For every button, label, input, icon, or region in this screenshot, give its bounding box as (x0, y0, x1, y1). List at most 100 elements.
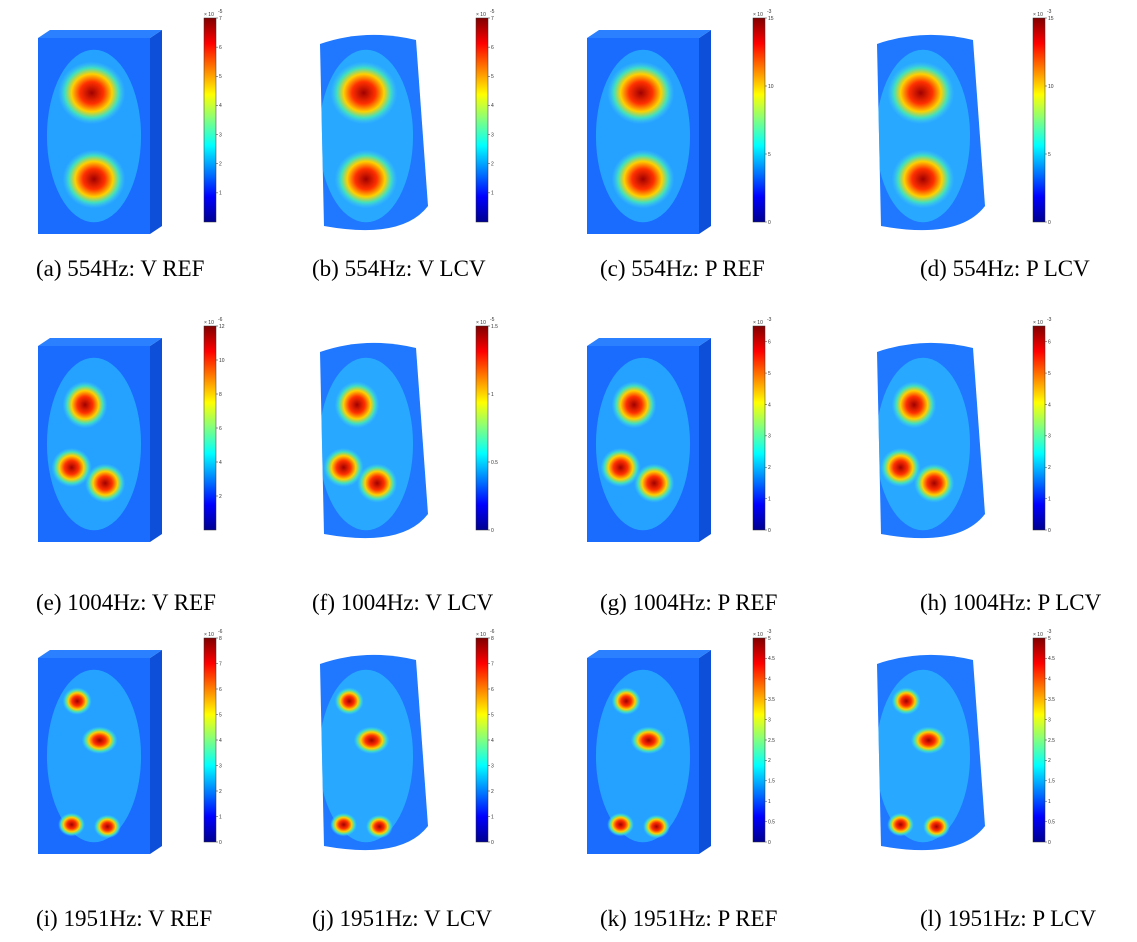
box-side-face (150, 338, 162, 542)
colorbar-tick-label: 1.5 (1048, 779, 1055, 785)
colorbar-tick-label: 6 (219, 426, 222, 432)
colorbar (752, 637, 766, 843)
colorbar-tick-label: 7 (219, 661, 222, 667)
subfigure-caption: (d) 554Hz: P LCV (920, 256, 1090, 281)
box-top-face (587, 650, 711, 658)
colorbar-tick-label: 5 (491, 712, 494, 718)
colorbar-tick-label: 1.5 (768, 779, 775, 785)
box-top-face (38, 650, 162, 658)
colorbar-tick-label: 8 (219, 392, 222, 398)
colorbar-tick-label: 4 (768, 402, 771, 408)
colorbar-tick-label: 2.5 (768, 738, 775, 744)
hotspot (887, 812, 915, 837)
field-plot-i: × 10 -6 0 1 2 3 4 5 6 7 8 (38, 629, 223, 854)
hotspot (94, 814, 121, 839)
field-plot-e: × 10 -6 2 4 6 8 10 12 (38, 317, 225, 542)
colorbar-tick-label: 2 (1048, 758, 1051, 764)
colorbar-tick-label: 5 (768, 371, 771, 377)
field-plot-a: × 10 -5 1 2 3 4 5 6 7 (38, 9, 223, 234)
hotspot (607, 812, 635, 837)
colorbar-tick-label: 2 (491, 162, 494, 168)
colorbar-tick-label: 1 (219, 814, 222, 820)
colorbar (1032, 325, 1046, 531)
colorbar-scale-exponent: -3 (1047, 317, 1052, 323)
field-plot-b: × 10 -5 1 2 3 4 5 6 7 (320, 9, 495, 231)
colorbar-tick-label: 2.5 (1048, 738, 1055, 744)
subfigure-h: × 10 -3 0 1 2 3 4 5 6 (857, 317, 1097, 548)
colorbar-tick-label: 7 (491, 661, 494, 667)
hotspot (611, 687, 641, 715)
box-top-face (587, 338, 711, 346)
subfigure-caption: (g) 1004Hz: P REF (600, 590, 778, 615)
colorbar-tick-label: 7 (491, 16, 494, 22)
hotspot (62, 149, 126, 209)
colorbar-tick-label: 5 (491, 74, 494, 80)
box-side-face (699, 338, 711, 542)
colorbar (475, 637, 489, 843)
colorbar-tick-label: 4 (1048, 677, 1051, 683)
hotspot (323, 447, 364, 488)
hotspot (366, 814, 393, 839)
colorbar (203, 17, 217, 223)
subfigure-k: × 10 -3 0 0.5 1 1.5 2 2.5 3 3.5 4 4.5 5 (577, 629, 817, 860)
subfigure-e: × 10 -6 2 4 6 8 10 12 (28, 317, 268, 548)
colorbar-tick-label: 3.5 (1048, 697, 1055, 703)
colorbar-tick-label: 1 (219, 191, 222, 197)
field-plot-j: × 10 -6 0 1 2 3 4 5 6 7 8 (320, 629, 495, 851)
field-plot-c: × 10 -3 0 5 10 15 (587, 9, 774, 234)
colorbar-tick-label: 4 (491, 738, 494, 744)
box-top-face (38, 338, 162, 346)
colorbar-scale-label: × 10 (1033, 12, 1043, 18)
box-side-face (699, 30, 711, 234)
colorbar-tick-label: 2 (1048, 465, 1051, 471)
subfigure-a: × 10 -5 1 2 3 4 5 6 7 (28, 9, 268, 240)
colorbar-tick-label: 0 (768, 220, 771, 226)
hotspot (353, 726, 390, 755)
hotspot (600, 447, 641, 488)
hotspot (914, 463, 955, 503)
subfigure-l: × 10 -3 0 0.5 1 1.5 2 2.5 3 3.5 4 4.5 5 (857, 629, 1097, 860)
colorbar-tick-label: 0 (1048, 220, 1051, 226)
colorbar-scale-label: × 10 (476, 12, 486, 18)
colorbar (475, 325, 489, 531)
colorbar-tick-label: 0 (491, 840, 494, 846)
field-plot-g: × 10 -3 0 1 2 3 4 5 6 (587, 317, 772, 542)
colorbar-scale-label: × 10 (204, 320, 214, 326)
hotspot (880, 447, 921, 488)
colorbar-scale-exponent: -5 (490, 317, 495, 323)
subfigure-b: × 10 -5 1 2 3 4 5 6 7 (300, 9, 540, 240)
field-plot-f: × 10 -5 0 0.5 1 1.5 (320, 317, 498, 539)
colorbar-tick-label: 4 (219, 460, 222, 466)
subfigure-i: × 10 -6 0 1 2 3 4 5 6 7 8 (28, 629, 268, 860)
subfigure-f: × 10 -5 0 0.5 1 1.5 (300, 317, 540, 548)
colorbar-tick-label: 10 (768, 84, 774, 90)
hotspot (330, 61, 398, 125)
colorbar-tick-label: 12 (219, 324, 225, 330)
box-side-face (150, 650, 162, 854)
hotspot (607, 61, 675, 125)
colorbar-tick-label: 2 (768, 758, 771, 764)
hotspot (611, 149, 675, 209)
subfigure-d: × 10 -3 0 5 10 15 (857, 9, 1097, 240)
subfigure-j: × 10 -6 0 1 2 3 4 5 6 7 8 (300, 629, 540, 860)
colorbar-tick-label: 6 (219, 45, 222, 51)
colorbar (1032, 637, 1046, 843)
hotspot (81, 726, 118, 755)
colorbar-scale-exponent: -3 (767, 9, 772, 15)
colorbar-tick-label: 4.5 (1048, 656, 1055, 662)
colorbar-scale-exponent: -5 (490, 9, 495, 15)
colorbar-tick-label: 1.5 (491, 324, 498, 330)
colorbar-tick-label: 4 (219, 738, 222, 744)
colorbar-scale-exponent: -6 (218, 629, 223, 635)
subfigure-caption: (k) 1951Hz: P REF (600, 906, 778, 931)
colorbar-tick-label: 5 (1048, 636, 1051, 642)
hotspot (334, 381, 380, 429)
colorbar-tick-label: 5 (1048, 152, 1051, 158)
colorbar-tick-label: 3 (219, 763, 222, 769)
hotspot (58, 812, 86, 837)
colorbar-tick-label: 3 (1048, 434, 1051, 440)
colorbar-tick-label: 8 (491, 636, 494, 642)
subfigure-caption: (c) 554Hz: P REF (600, 256, 765, 281)
field-halo (320, 669, 414, 843)
hotspot (330, 812, 358, 837)
